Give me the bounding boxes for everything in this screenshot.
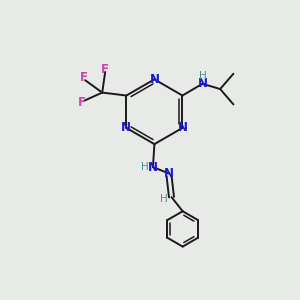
Text: F: F [80,71,88,84]
Text: N: N [197,77,208,90]
Text: N: N [164,167,174,180]
Text: F: F [101,62,109,76]
Text: H: H [141,162,148,172]
Text: N: N [148,160,158,174]
Text: H: H [160,194,168,204]
Text: N: N [122,122,131,134]
Text: F: F [78,96,86,109]
Text: H: H [199,70,206,80]
Text: N: N [178,122,188,134]
Text: N: N [149,73,159,86]
